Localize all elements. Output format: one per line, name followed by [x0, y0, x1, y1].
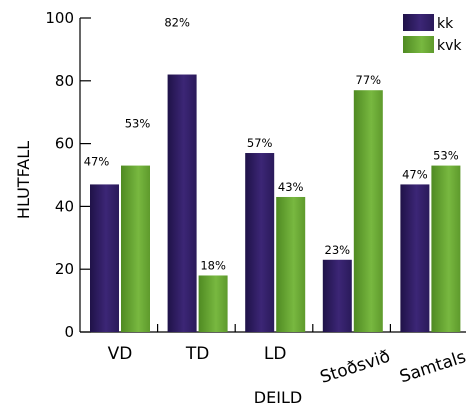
- bars: [90, 74, 461, 333]
- bar-kk-2: [245, 153, 275, 332]
- y-tick-label: 0: [64, 323, 74, 341]
- legend-swatch-kvk: [403, 36, 434, 53]
- y-tick-label: 40: [55, 197, 74, 215]
- x-ticks: VD TD LD Stoðsvið Samtals: [108, 324, 469, 388]
- y-axis-title: HLUTFALL: [14, 141, 33, 219]
- legend-label-kvk: kvk: [437, 38, 462, 54]
- y-tick-label: 100: [45, 9, 74, 27]
- data-label-kvk-1: 18%: [200, 258, 226, 272]
- bar-kk-3: [322, 259, 352, 332]
- x-axis-title: DEILD: [254, 388, 302, 407]
- data-label-kk-3: 23%: [325, 243, 351, 257]
- y-tick-label: 80: [55, 72, 74, 90]
- bar-kk-1: [167, 74, 197, 333]
- x-tick-label: Samtals: [397, 347, 468, 387]
- bar-kk-4: [400, 184, 430, 332]
- bar-kvk-1: [198, 275, 228, 332]
- y-ticks: 0 20 40 60 80 100: [45, 9, 91, 341]
- legend-swatch-kk: [403, 14, 434, 31]
- data-label-kk-4: 47%: [402, 167, 428, 181]
- bar-kk-0: [90, 184, 119, 332]
- data-labels: 47% 53% 82% 18% 57% 43% 23% 77% 47% 53%: [84, 16, 459, 273]
- x-tick-label: LD: [264, 344, 287, 364]
- legend: kk kvk: [403, 14, 462, 54]
- x-tick-label: TD: [185, 344, 209, 364]
- data-label-kk-1: 82%: [164, 16, 190, 30]
- data-label-kvk-0: 53%: [125, 117, 151, 131]
- data-label-kvk-3: 77%: [356, 73, 382, 87]
- data-label-kk-2: 57%: [247, 136, 273, 150]
- data-label-kvk-2: 43%: [278, 180, 304, 194]
- bar-kvk-4: [431, 165, 461, 332]
- data-label-kvk-4: 53%: [433, 149, 459, 163]
- x-tick-label: Stoðsvið: [318, 347, 393, 388]
- bar-kvk-0: [121, 165, 150, 332]
- bar-kvk-2: [276, 196, 306, 332]
- legend-label-kk: kk: [437, 16, 454, 32]
- x-tick-label: VD: [108, 344, 133, 364]
- bar-kvk-3: [353, 90, 383, 332]
- y-tick-label: 60: [55, 135, 74, 153]
- y-tick-label: 20: [55, 260, 74, 278]
- data-label-kk-0: 47%: [84, 154, 110, 168]
